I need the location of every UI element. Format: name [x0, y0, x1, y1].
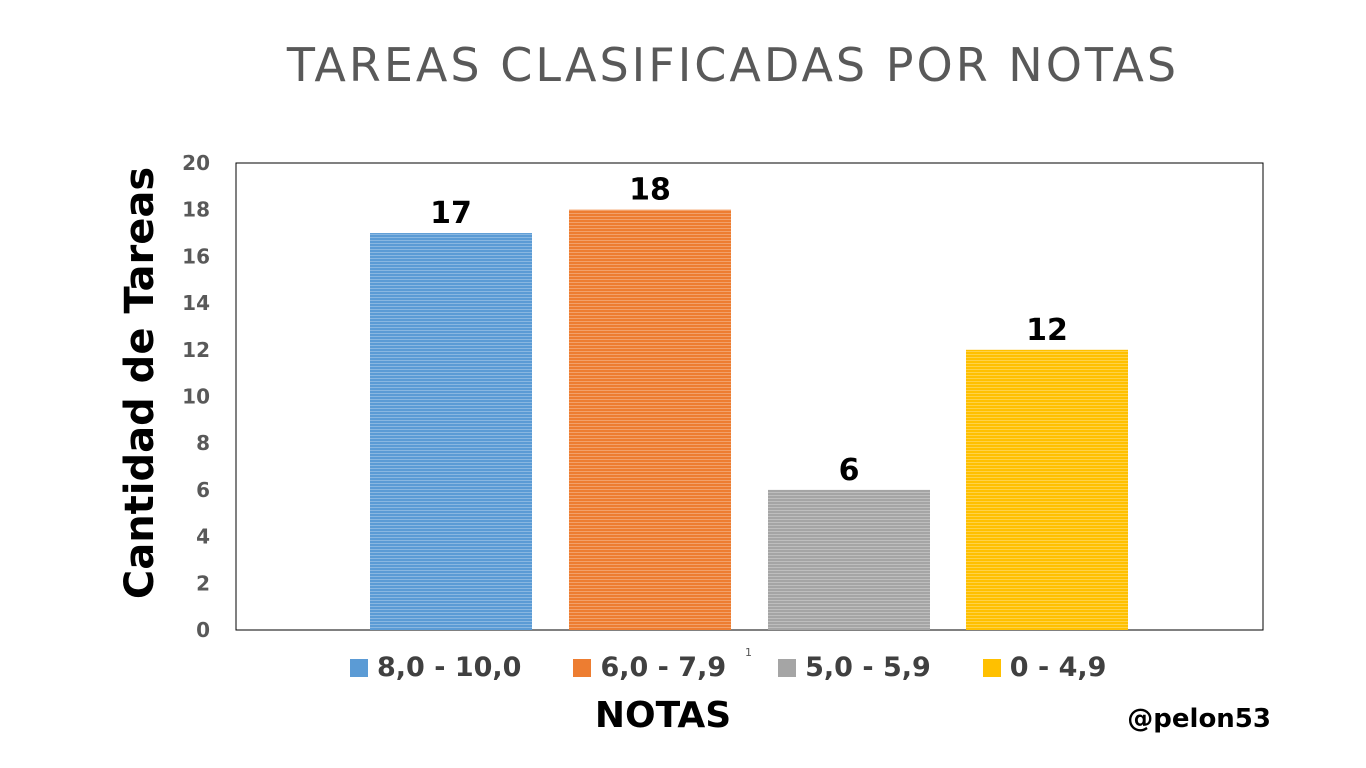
chart-title: TAREAS CLASIFICADAS POR NOTAS	[286, 38, 1180, 92]
author-handle: @pelon53	[1127, 704, 1271, 734]
legend-item: 0 - 4,9	[982, 652, 1107, 683]
bar-texture	[370, 233, 532, 631]
y-tick-label: 4	[196, 525, 210, 549]
y-tick-label: 18	[182, 198, 210, 222]
bar-texture	[569, 209, 731, 630]
x-axis-label: NOTAS	[594, 695, 732, 736]
y-tick-label: 6	[196, 478, 210, 502]
y-tick-label: 14	[182, 291, 210, 315]
legend-swatch	[350, 658, 368, 677]
footnote-marker: 1	[745, 646, 752, 659]
legend-label: 8,0 - 10,0	[377, 652, 522, 683]
y-tick-label: 20	[182, 151, 210, 175]
y-tick-label: 2	[196, 571, 210, 595]
legend-swatch	[982, 658, 1001, 677]
y-tick-label: 10	[182, 385, 210, 409]
legend-item: 5,0 - 5,9	[778, 652, 931, 683]
plot-area-border	[235, 162, 1264, 631]
chart-legend: 8,0 - 10,0 6,0 - 7,9 5,0 - 5,9 0 - 4,9	[350, 652, 1106, 683]
legend-item: 8,0 - 10,0	[350, 652, 521, 683]
legend-label: 6,0 - 7,9	[600, 652, 727, 683]
y-tick-label: 16	[182, 244, 210, 268]
data-label: 6	[839, 453, 860, 488]
y-tick-label: 0	[196, 618, 210, 642]
bar-texture	[966, 349, 1128, 630]
legend-swatch	[778, 658, 797, 677]
data-label: 17	[430, 196, 472, 231]
y-tick-label: 8	[196, 431, 210, 455]
bar-texture	[768, 489, 930, 630]
data-label: 12	[1026, 313, 1068, 348]
legend-swatch	[573, 658, 592, 677]
legend-label: 0 - 4,9	[1009, 652, 1107, 683]
legend-label: 5,0 - 5,9	[805, 652, 931, 683]
y-tick-label: 12	[182, 338, 210, 362]
legend-item: 6,0 - 7,9	[573, 652, 726, 683]
data-label: 18	[629, 173, 671, 208]
